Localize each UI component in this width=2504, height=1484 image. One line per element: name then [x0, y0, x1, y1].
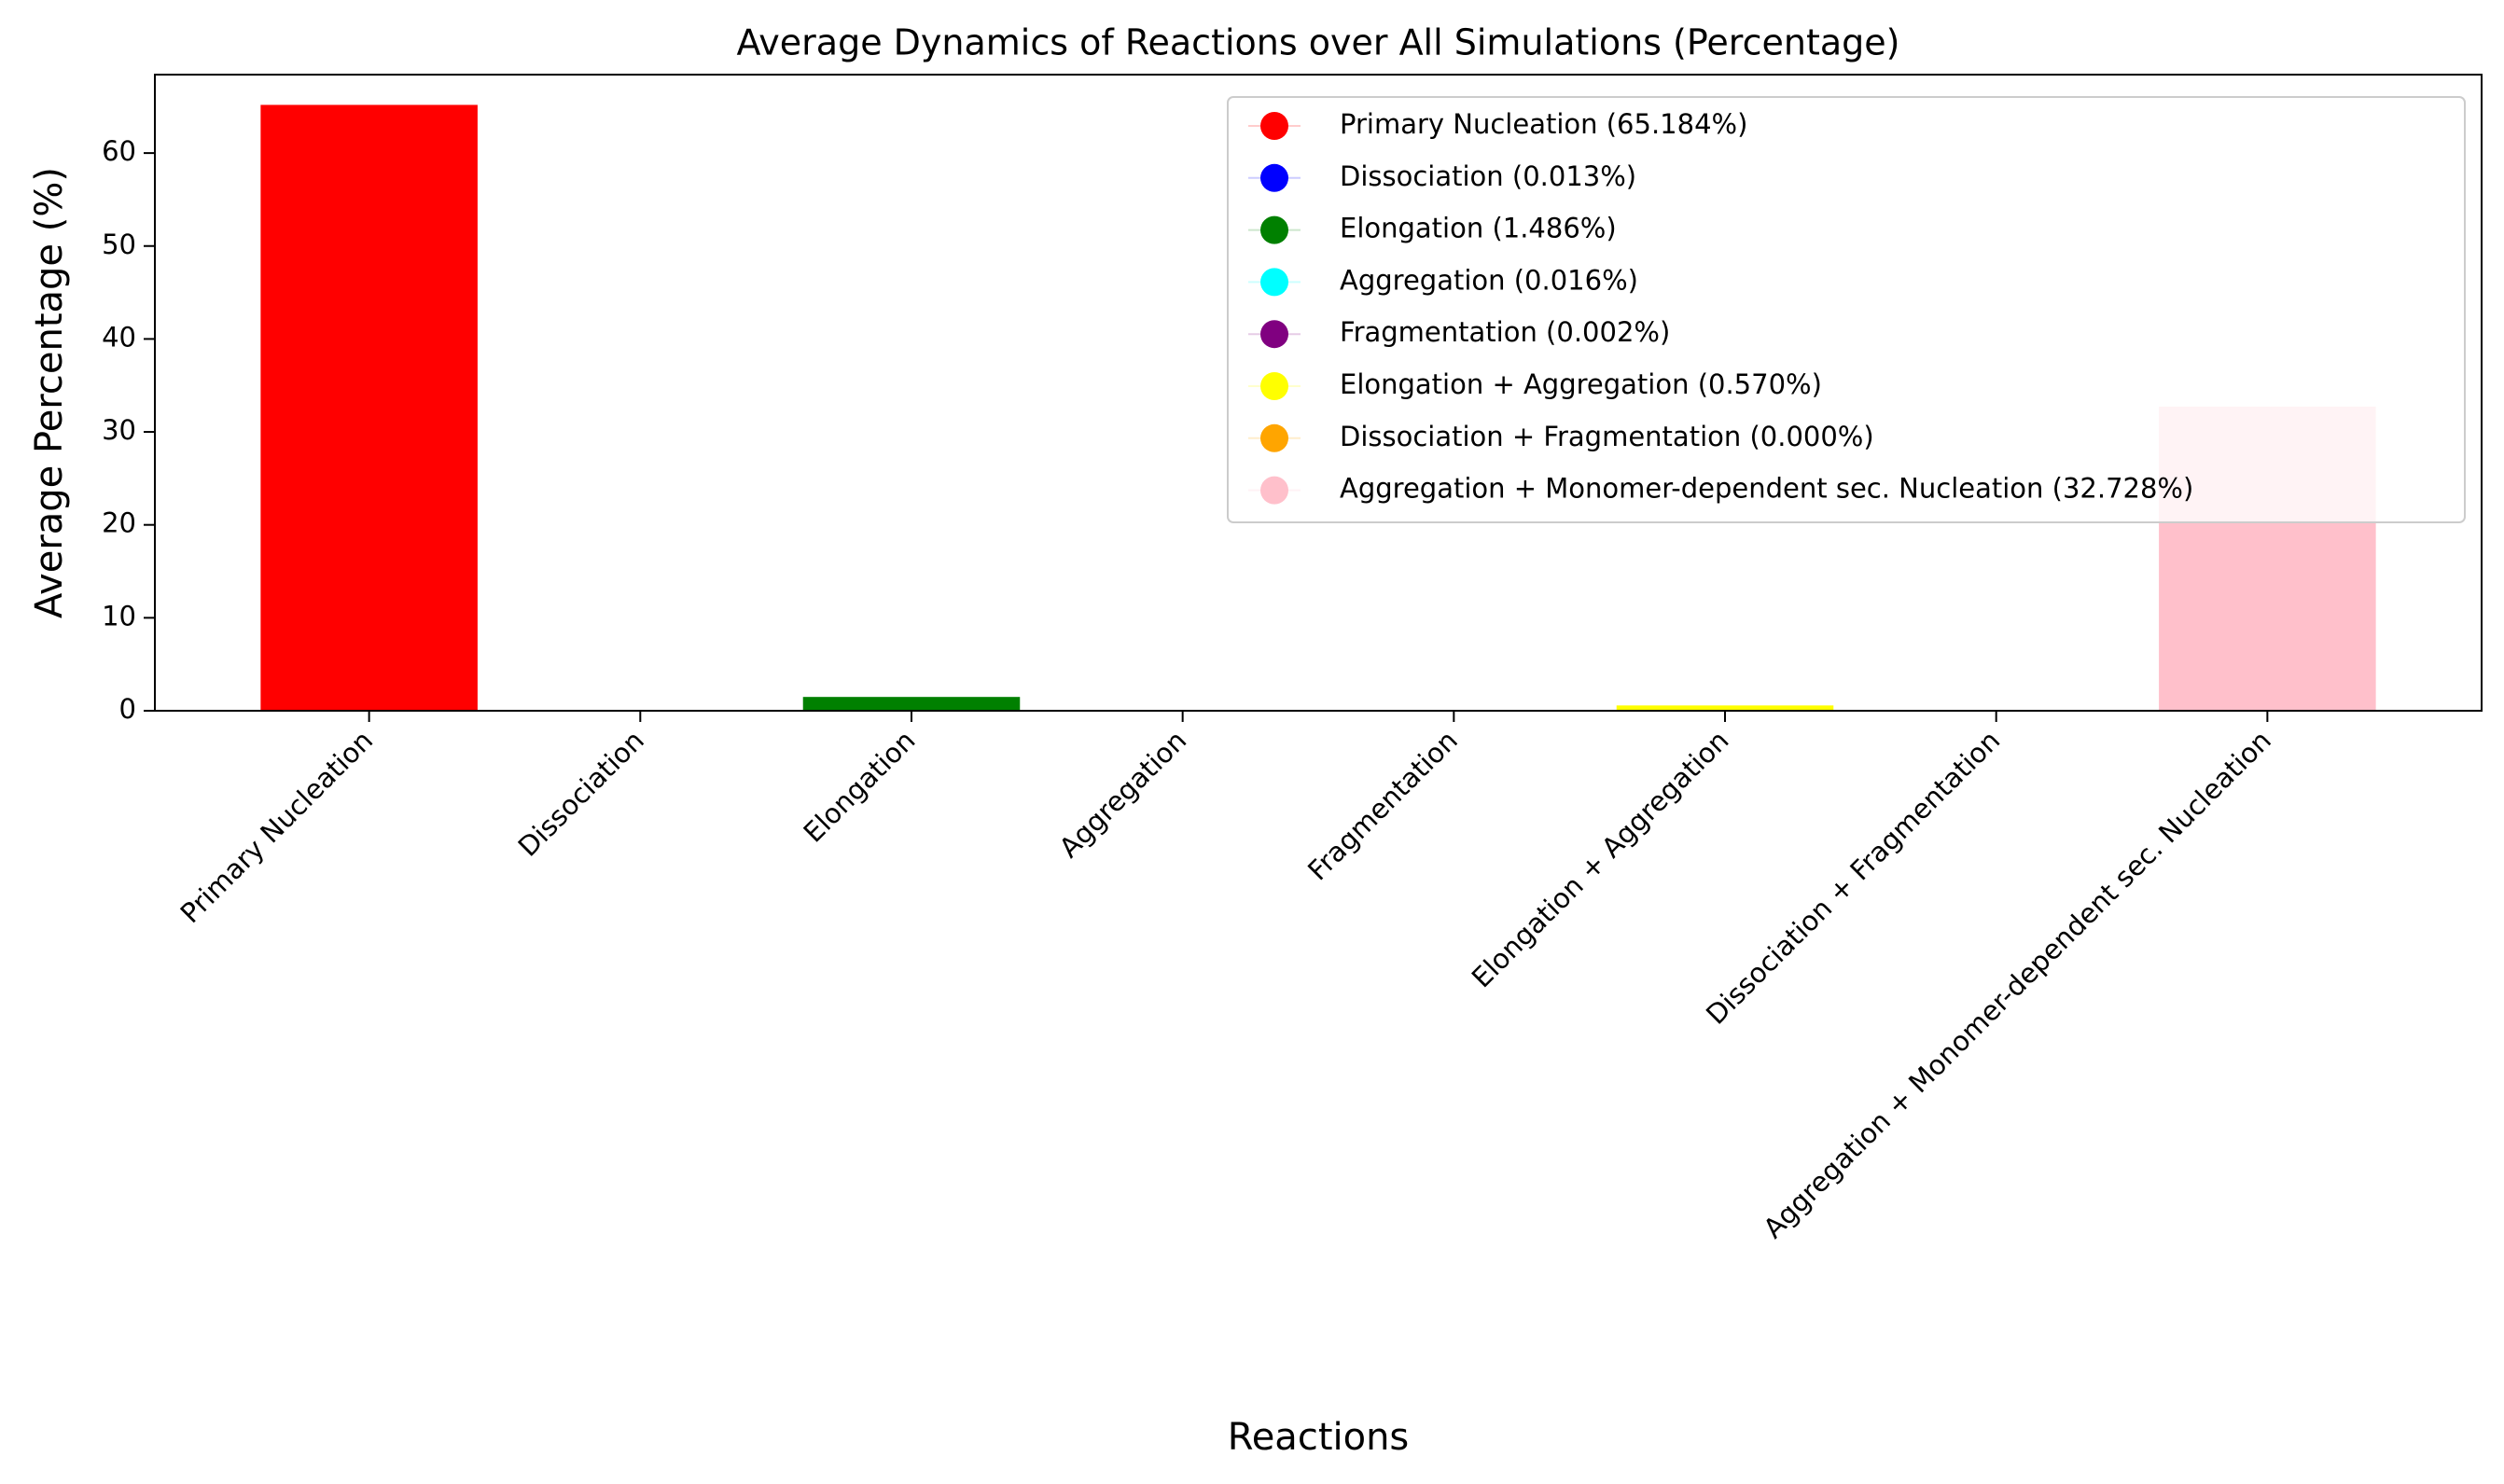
legend-label: Aggregation (0.016%)	[1340, 264, 1638, 296]
chart-title: Average Dynamics of Reactions over All S…	[737, 22, 1900, 63]
legend-marker	[1260, 112, 1288, 140]
y-tick-label: 20	[102, 507, 136, 539]
legend-marker	[1260, 268, 1288, 297]
legend-marker	[1260, 372, 1288, 400]
legend-label: Elongation + Aggregation (0.570%)	[1340, 368, 1822, 400]
y-axis-label: Average Percentage (%)	[28, 167, 71, 618]
legend-label: Dissociation (0.013%)	[1340, 160, 1636, 192]
legend-marker	[1260, 163, 1288, 192]
y-tick-label: 60	[102, 135, 136, 167]
legend-label: Fragmentation (0.002%)	[1340, 316, 1670, 348]
y-tick-label: 50	[102, 229, 136, 260]
legend-label: Primary Nucleation (65.184%)	[1340, 108, 1747, 140]
legend-marker	[1260, 215, 1288, 244]
y-tick-label: 10	[102, 600, 136, 631]
y-tick-label: 40	[102, 321, 136, 353]
legend-label: Aggregation + Monomer-dependent sec. Nuc…	[1340, 473, 2193, 505]
y-tick-label: 30	[102, 414, 136, 446]
bar	[260, 104, 478, 712]
legend-marker	[1260, 423, 1288, 452]
bar	[802, 697, 1021, 711]
legend-marker	[1260, 320, 1288, 349]
x-axis-label: Reactions	[1228, 1416, 1410, 1459]
y-tick-label: 0	[119, 693, 136, 725]
legend-box	[1227, 96, 2466, 523]
bar	[1616, 705, 1834, 711]
legend-marker	[1260, 476, 1288, 505]
plot-frame	[154, 74, 2483, 712]
legend-label: Elongation (1.486%)	[1340, 213, 1617, 244]
legend-label: Dissociation + Fragmentation (0.000%)	[1340, 421, 1874, 452]
